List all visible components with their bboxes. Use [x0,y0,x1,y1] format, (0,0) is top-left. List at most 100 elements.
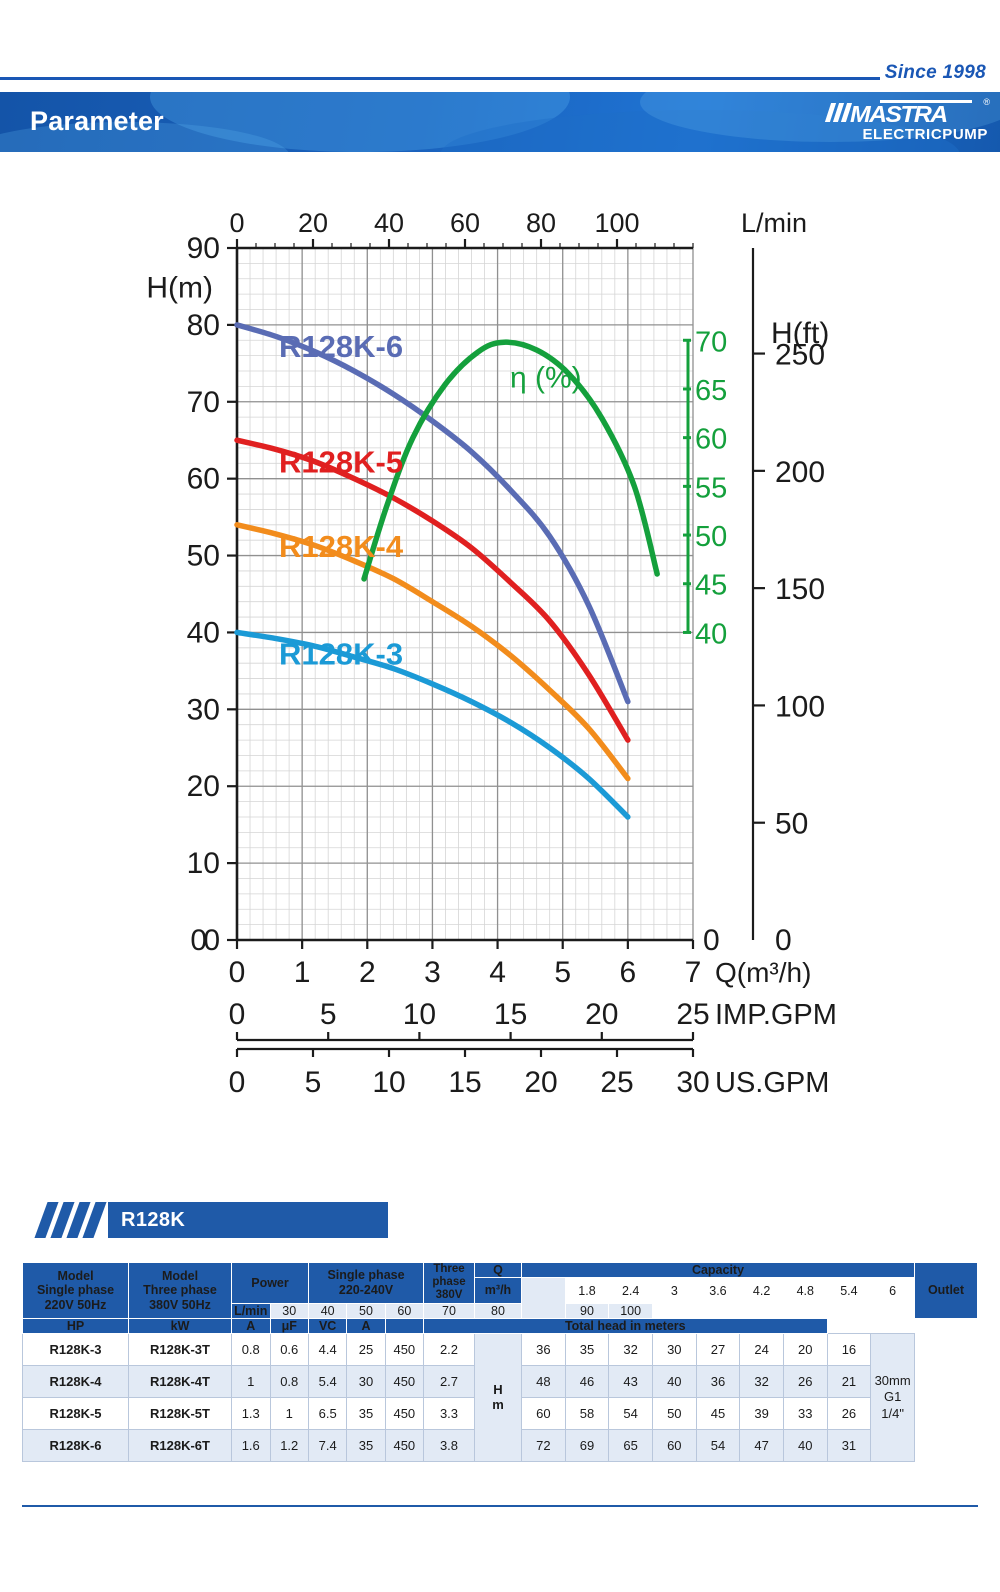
cell-hp: 1.6 [231,1429,271,1463]
cell-amp-three: 2.7 [423,1365,475,1399]
cell-model-single: R128K-5 [22,1397,129,1431]
cell-model-single: R128K-3 [22,1333,129,1367]
curve-label-R128K-4: R128K-4 [279,529,404,564]
header-kw: kW [128,1318,232,1335]
tick-label-efficiency: 40 [695,618,727,650]
cell-model-three: R128K-5T [128,1397,232,1431]
header-outlet: Outlet [914,1261,978,1320]
capacity-m3h-value: 2.4 [608,1277,653,1304]
tick-label-left: 20 [187,770,220,803]
brand-logo: MASTRA ® ELECTRICPUMP [820,97,990,146]
tick-label-imp-gpm: 15 [494,998,527,1031]
cell-outlet: 30mm G1 1/4" [870,1333,915,1463]
curve-label-efficiency: η (%) [510,362,582,395]
tick-label-bottom: 5 [554,956,571,989]
logo-wordmark: MASTRA [850,101,948,127]
capacity-lmin-value: 40 [307,1302,348,1320]
tick-label-efficiency: 65 [695,375,727,407]
tick-label-left: 70 [187,386,220,419]
page-title: Parameter [30,106,164,136]
cell-model-three: R128K-3T [128,1333,232,1367]
axis-label-lmin: L/min [741,208,807,238]
tick-label-top: 60 [450,208,480,238]
cell-head-value: 50 [651,1397,697,1431]
header-uf: μF [269,1318,309,1335]
since-bar: Since 1998 [0,62,1000,92]
tick-label-efficiency: 60 [695,424,727,456]
cell-head-value: 65 [608,1429,653,1463]
banner-background [108,1202,388,1238]
cell-head-value: 45 [695,1397,741,1431]
cell-head-value: 27 [695,1333,741,1367]
axis-label-q: Q(m³/h) [715,957,811,988]
cell-head-value: 60 [651,1429,697,1463]
capacity-m3h-value: 6 [870,1277,915,1304]
tick-label-bottom: 7 [685,956,702,989]
capacity-m3h-value: 1.8 [564,1277,610,1304]
cell-head-value: 58 [564,1397,610,1431]
cell-head-value: 32 [739,1365,784,1399]
header-single-phase: Single phase 220-240V [308,1262,424,1304]
tick-label-top: 100 [594,208,639,238]
cell-hp: 0.8 [231,1333,271,1367]
tick-label-bottom: 4 [489,956,506,989]
curve-label-R128K-6: R128K-6 [279,329,403,364]
logo-subtitle: ELECTRICPUMP [862,126,988,143]
cell-head-value: 72 [521,1429,566,1463]
cell-amp-three: 3.8 [423,1429,475,1463]
tick-label-right-ft: 150 [775,573,825,606]
tick-label-top: 40 [374,208,404,238]
tick-label-right-ft: 250 [775,339,825,372]
tick-label-us-gpm: 20 [524,1066,557,1099]
cell-head-value: 39 [739,1397,784,1431]
capacity-lmin-value: 60 [384,1302,425,1320]
since-label: Since 1998 [884,62,986,83]
cell-head-value: 40 [651,1365,697,1399]
tick-label-left: 40 [187,616,220,649]
table-header-row: L/min 30 40 50 60 70 80 90 100 [23,1302,978,1320]
cell-head-value: 16 [826,1333,872,1367]
tick-label-top: 20 [298,208,328,238]
capacity-lmin-value: 80 [474,1302,522,1320]
curve-efficiency [361,339,660,582]
origin-label-left: 0 [190,924,207,957]
tick-label-us-gpm: 15 [448,1066,481,1099]
tick-label-us-gpm: 25 [600,1066,633,1099]
tick-label-left: 30 [187,693,220,726]
tick-label-bottom: 0 [229,956,246,989]
header-m3h: m³/h [474,1277,522,1304]
cell-head-value: 43 [608,1365,653,1399]
since-rule [0,77,880,80]
cell-head-value: 36 [695,1365,741,1399]
cell-model-three: R128K-4T [128,1365,232,1399]
cell-kw: 0.8 [269,1365,309,1399]
cell-head-value: 30 [651,1333,697,1367]
cell-amp-single: 4.4 [307,1333,348,1367]
tick-label-efficiency: 50 [695,521,727,553]
header-q: Q [474,1261,522,1279]
model-banner: R128K [33,1202,388,1238]
logo-mark: MASTRA ® [824,97,990,127]
logo-bar-icon [880,100,972,103]
specification-table: Model Single phase 220V 50Hz Model Three pha… [22,1261,978,1463]
tick-label-top: 80 [526,208,556,238]
header-hp: HP [22,1318,129,1335]
cell-vc: 450 [384,1429,425,1463]
capacity-m3h-value: 4.8 [782,1277,828,1304]
axis-label-imp-gpm: IMP.GPM [715,999,837,1031]
tick-label-imp-gpm: 20 [585,998,618,1031]
table-header-row: m³/h 1.8 2.4 3 3.6 4.2 4.8 5.4 6 [23,1277,978,1320]
cell-model-single: R128K-4 [22,1365,129,1399]
tick-label-bottom: 3 [424,956,441,989]
tick-label-right-ft: 200 [775,456,825,489]
header-power: Power [231,1262,309,1304]
tick-label-efficiency: 45 [695,570,727,602]
capacity-lmin-value: 90 [564,1302,610,1320]
tick-label-left: 60 [187,463,220,496]
tick-label-right-ft: 100 [775,690,825,723]
tick-label-right-ft-zero: 0 [775,924,792,957]
capacity-lmin-value: 50 [346,1302,386,1320]
cell-head-value: 36 [521,1333,566,1367]
